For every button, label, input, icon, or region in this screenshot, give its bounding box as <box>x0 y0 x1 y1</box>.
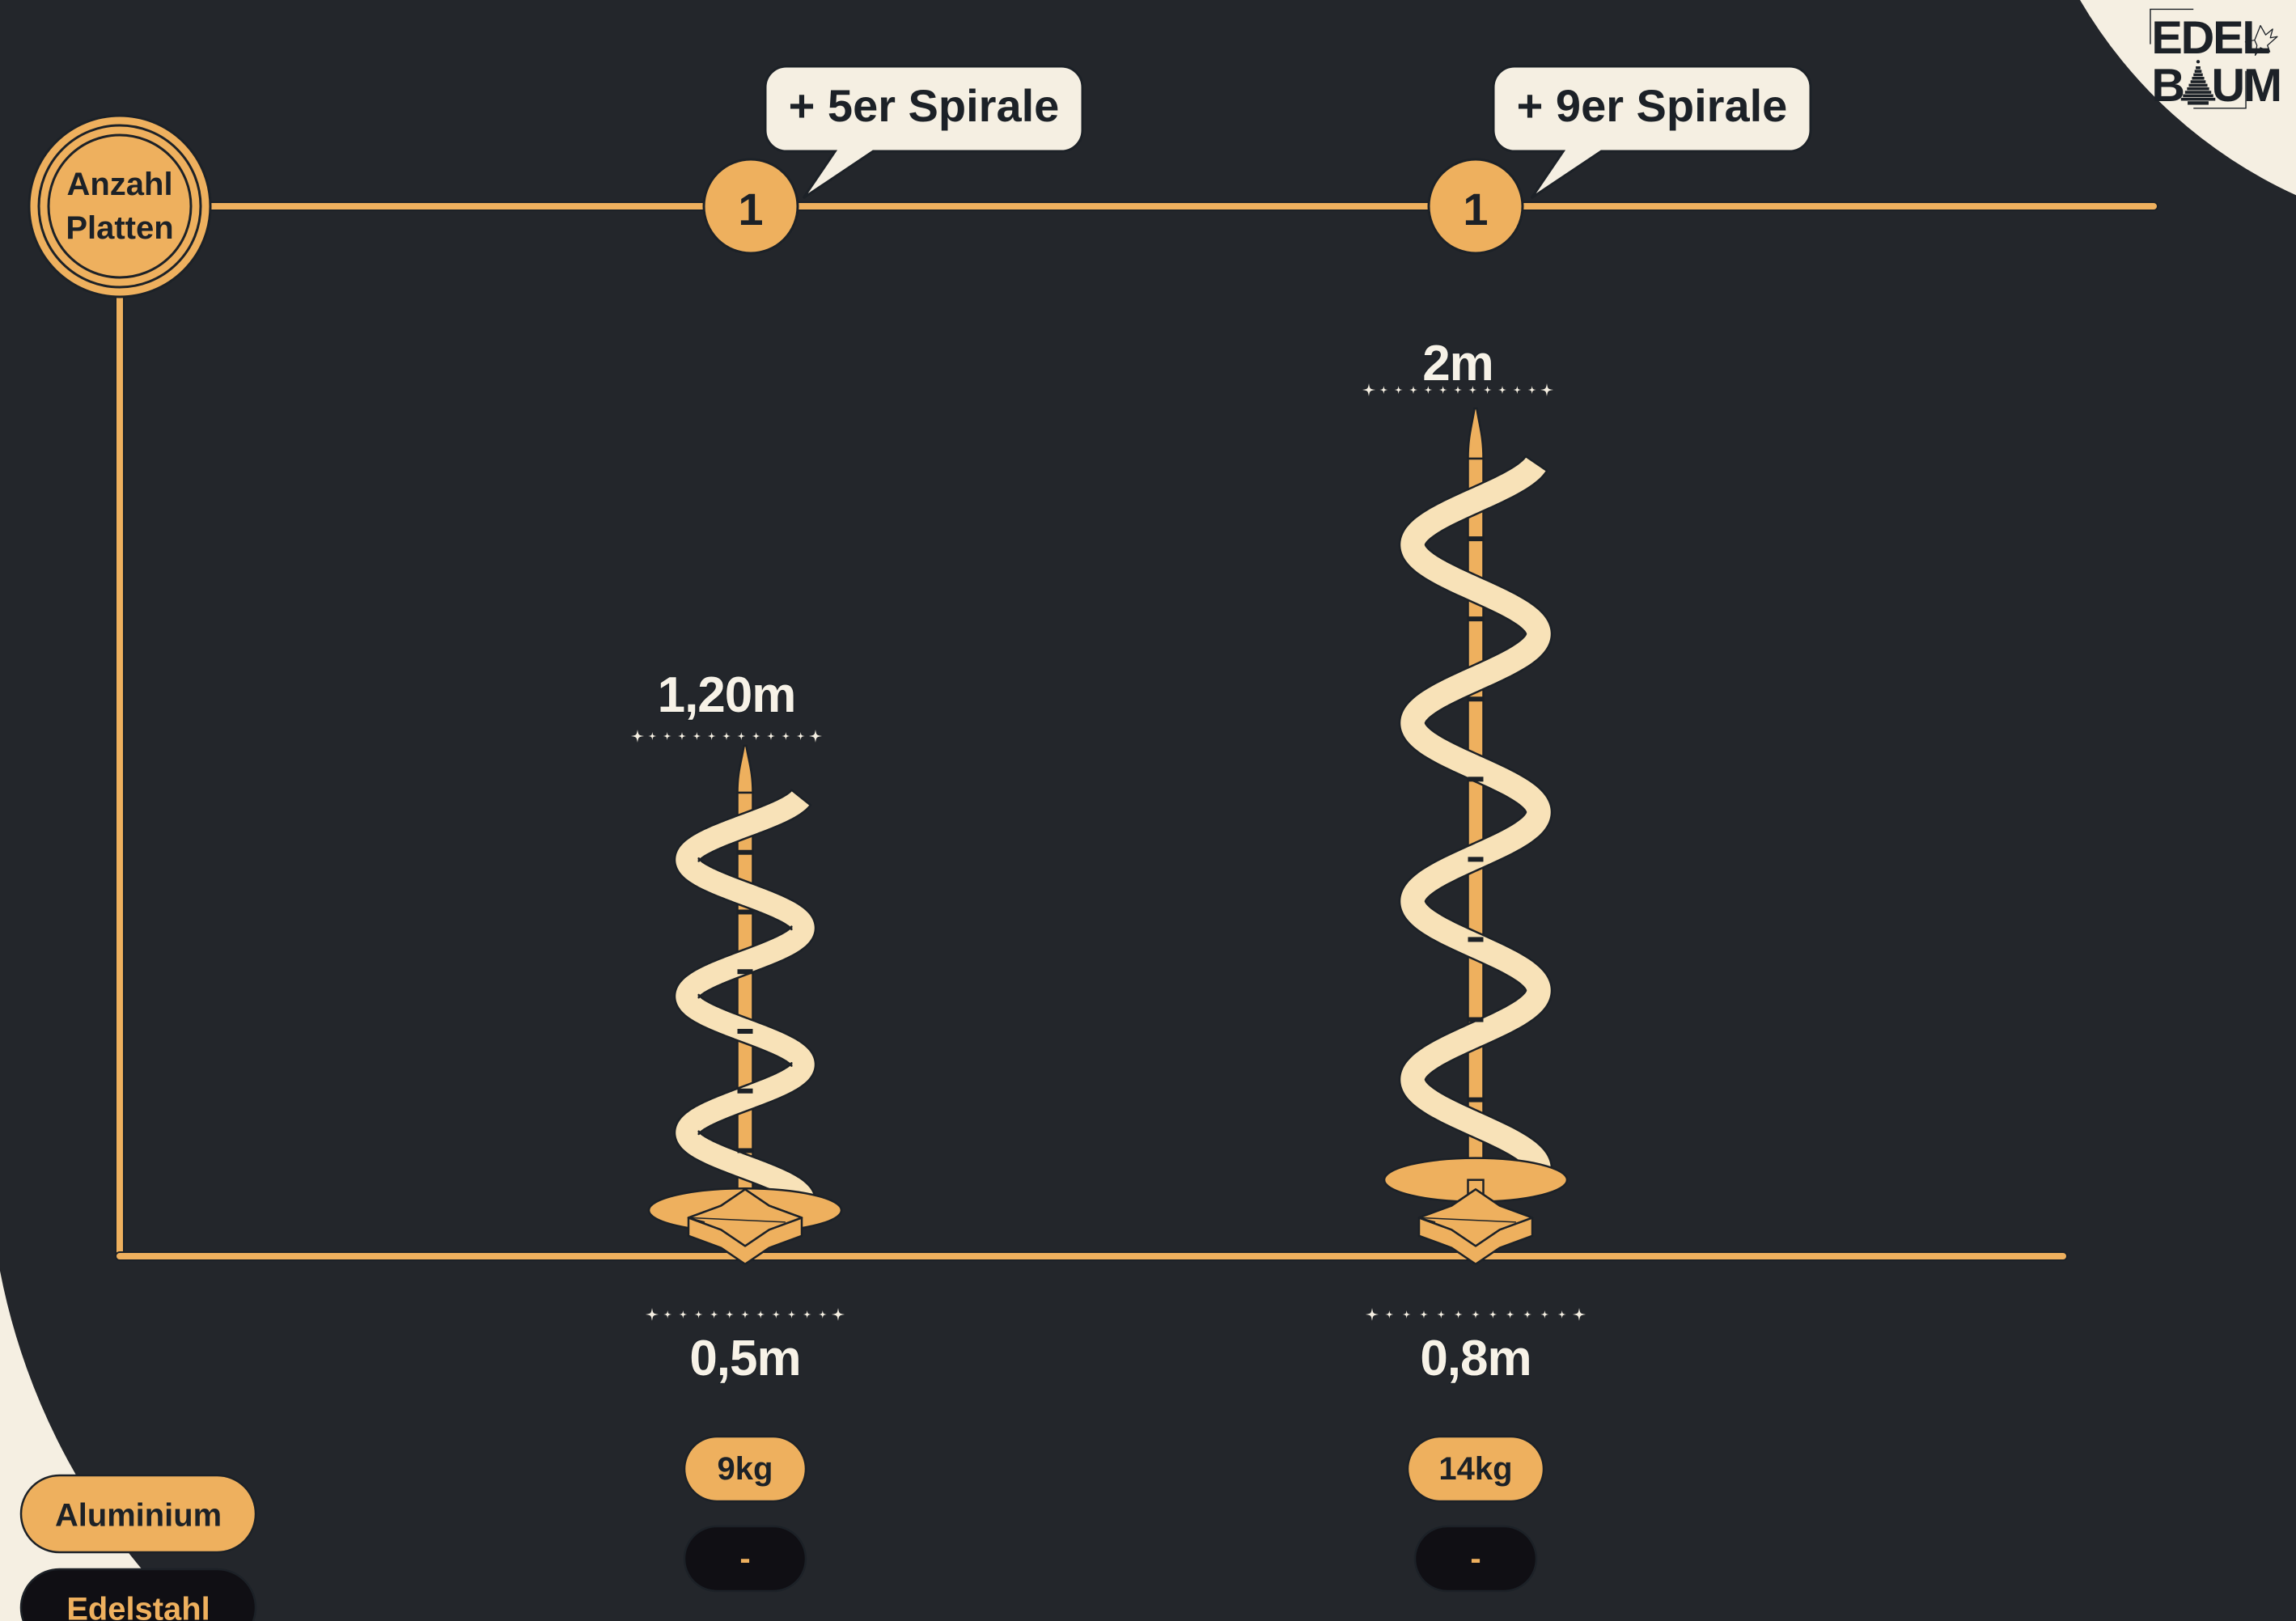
svg-text:1: 1 <box>1463 184 1488 235</box>
svg-text:2m: 2m <box>1422 336 1493 391</box>
svg-text:EDEL: EDEL <box>2151 12 2269 64</box>
svg-text:Anzahl: Anzahl <box>66 167 172 202</box>
svg-text:Platten: Platten <box>66 210 173 246</box>
svg-text:Edelstahl: Edelstahl <box>66 1592 210 1621</box>
svg-text:9kg: 9kg <box>718 1451 773 1487</box>
svg-text:14kg: 14kg <box>1438 1451 1512 1487</box>
svg-text:0,5m: 0,5m <box>689 1331 800 1386</box>
svg-text:B: B <box>2151 60 2183 112</box>
svg-text:1,20m: 1,20m <box>658 667 796 723</box>
svg-text:+ 5er Spirale: + 5er Spirale <box>789 80 1060 131</box>
svg-text:1: 1 <box>738 184 763 235</box>
svg-text:0,8m: 0,8m <box>1420 1331 1531 1386</box>
svg-text:+ 9er Spirale: + 9er Spirale <box>1517 80 1788 131</box>
svg-text:-: - <box>1470 1541 1481 1577</box>
svg-text:UM: UM <box>2212 60 2281 112</box>
svg-text:-: - <box>739 1541 750 1577</box>
svg-text:Aluminium: Aluminium <box>55 1498 222 1534</box>
